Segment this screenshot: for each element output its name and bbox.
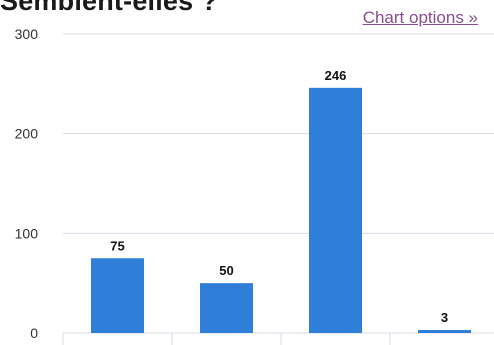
y-tick-label: 0 [30,325,38,341]
chart-title: Semblent-elles ? [0,0,218,16]
data-label: 246 [325,68,347,83]
data-label: 75 [110,238,124,253]
bar [200,283,253,333]
bar [418,330,471,333]
data-label: 3 [441,310,448,325]
y-tick-label: 100 [15,225,39,241]
bar [91,258,144,333]
data-label: 50 [219,263,233,278]
y-tick-label: 300 [15,26,39,42]
y-tick-label: 200 [15,126,39,142]
bar [309,87,362,333]
chart-options-link[interactable]: Chart options » [362,8,478,27]
